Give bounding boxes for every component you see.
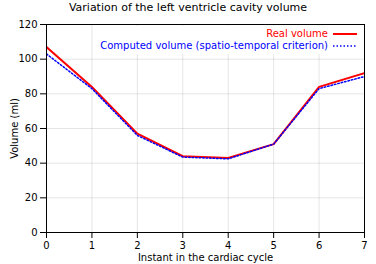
svg-text:Volume (ml): Volume (ml) — [9, 98, 20, 159]
svg-text:60: 60 — [25, 123, 38, 134]
svg-text:120: 120 — [18, 19, 37, 30]
svg-text:3: 3 — [180, 240, 186, 251]
html-text:Real volume: Real volume — [266, 28, 328, 39]
svg-text:4: 4 — [225, 240, 231, 251]
svg-text:0: 0 — [31, 227, 37, 238]
svg-text:0: 0 — [43, 240, 49, 251]
html-text:Computed volume (spatio-tempor: Computed volume (spatio-temporal criteri… — [100, 40, 328, 51]
svg-text:6: 6 — [316, 240, 322, 251]
svg-text:40: 40 — [25, 157, 38, 168]
svg-text:Instant in the cardiac cycle: Instant in the cardiac cycle — [138, 252, 273, 263]
svg-text:100: 100 — [18, 53, 37, 64]
svg-text:20: 20 — [25, 192, 38, 203]
svg-text:5: 5 — [270, 240, 276, 251]
html-text:Variation of the left ventricl: Variation of the left ventricle cavity v… — [68, 1, 308, 14]
svg-text:2: 2 — [134, 240, 140, 251]
svg-text:80: 80 — [25, 88, 38, 99]
svg-text:7: 7 — [361, 240, 367, 251]
svg-text:1: 1 — [89, 240, 95, 251]
